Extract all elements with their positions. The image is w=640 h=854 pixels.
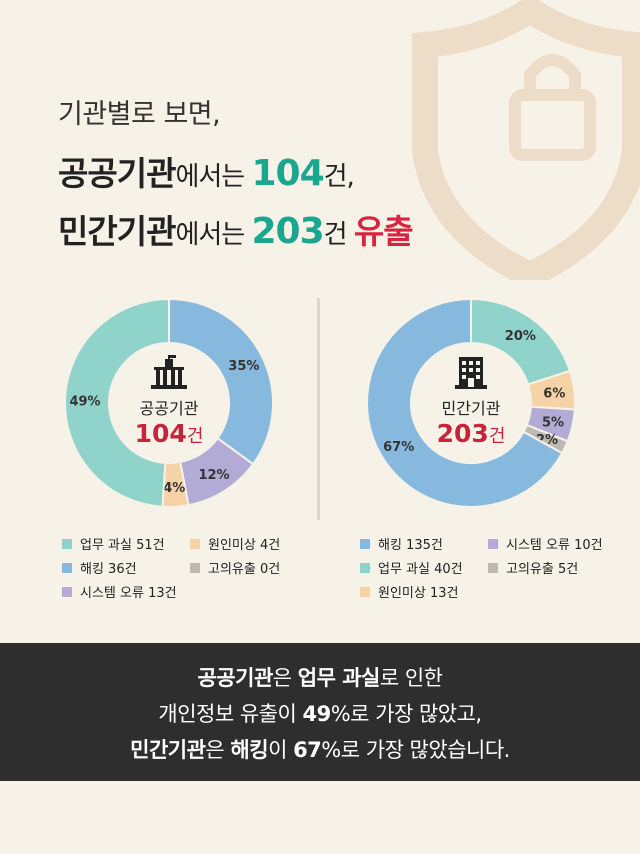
public-legend-label-1: 원인미상 4건 <box>208 538 281 553</box>
private-center-count: 203건 <box>411 419 531 448</box>
headline-private-unit: 건 <box>323 220 354 250</box>
private-legend-label-0: 해킹 135건 <box>378 538 443 553</box>
private-center-label: 민간기관 <box>441 399 501 418</box>
slice-pct-label-1-2: 5% <box>542 415 564 430</box>
headline-private-count: 203 <box>251 211 324 252</box>
legend-swatch <box>360 562 370 573</box>
headline-private-mid: 에서는 <box>175 220 252 250</box>
slice-pct-label-0-3: 49% <box>69 394 100 409</box>
private-legend-label-4: 원인미상 13건 <box>378 586 459 601</box>
banner-work-error: 업무 과실 <box>297 666 381 690</box>
banner-line3: 민간기관은 해킹이 67%로 가장 많았습니다. <box>0 732 640 768</box>
banner-line1: 공공기관은 업무 과실로 인한 <box>0 660 640 696</box>
banner-text: %로 가장 많았고, <box>330 702 482 726</box>
headline-line1: 기관별로 보면, <box>58 99 221 130</box>
public-center-label: 공공기관 <box>139 399 199 418</box>
private-legend-label-2: 업무 과실 40건 <box>378 562 463 577</box>
banner-text: 개인정보 유출이 <box>158 702 303 726</box>
public-legend-item: 원인미상 4건 <box>190 534 280 553</box>
slice-pct-label-0-1: 12% <box>198 468 229 483</box>
private-legend-item: 시스템 오류 10건 <box>488 534 603 553</box>
summary-banner: 공공기관은 업무 과실로 인한 개인정보 유출이 49%로 가장 많았고, 민간… <box>0 643 640 781</box>
banner-text: 이 <box>268 738 294 762</box>
legend-swatch <box>62 538 72 549</box>
chart-divider <box>317 298 320 520</box>
public-legend-item: 시스템 오류 13건 <box>62 582 177 601</box>
legend-swatch <box>360 586 370 597</box>
donut-slice-0-0 <box>168 297 274 466</box>
donut-slice-0-3 <box>64 297 170 508</box>
banner-text: %로 가장 많았습니다. <box>321 738 510 762</box>
donut-charts: 35%12%4%49%20%6%5%2%67% <box>64 297 576 508</box>
shield-lock-watermark-icon <box>412 0 640 280</box>
private-center: 민간기관 203건 <box>411 355 531 448</box>
slice-pct-label-1-4: 67% <box>383 440 414 455</box>
headline-leak-word: 유출 <box>353 212 414 251</box>
public-count-value: 104 <box>134 419 187 448</box>
banner-67: 67 <box>293 738 322 762</box>
public-center-count: 104건 <box>109 419 229 448</box>
donut-hole-0 <box>110 344 228 462</box>
headline-private-label: 민간기관 <box>58 212 176 251</box>
banner-private: 민간기관 <box>130 738 206 762</box>
private-count-unit: 건 <box>488 426 506 447</box>
banner-text: 은 <box>205 738 231 762</box>
public-legend-item: 업무 과실 51건 <box>62 534 165 553</box>
banner-hacking: 해킹 <box>230 738 269 762</box>
legend-swatch <box>62 562 72 573</box>
private-legend-item: 해킹 135건 <box>360 534 443 553</box>
banner-text: 은 <box>272 666 298 690</box>
headline: 기관별로 보면, 공공기관에서는 104건, 민간기관에서는 203건 유출 <box>58 92 414 263</box>
headline-public-count: 104 <box>251 153 324 194</box>
headline-line3: 민간기관에서는 203건 유출 <box>58 205 414 253</box>
donut-slice-1-4 <box>366 297 564 508</box>
private-legend-item: 업무 과실 40건 <box>360 558 463 577</box>
private-legend-item: 고의유출 5건 <box>488 558 578 577</box>
public-legend-label-0: 업무 과실 51건 <box>80 538 165 553</box>
public-center: 공공기관 104건 <box>109 355 229 448</box>
office-building-icon <box>455 357 487 389</box>
legend-swatch <box>62 586 72 597</box>
banner-49: 49 <box>302 702 331 726</box>
legend-swatch <box>360 538 370 549</box>
public-legend-item: 고의유출 0건 <box>190 558 280 577</box>
private-count-value: 203 <box>436 419 489 448</box>
public-legend-label-3: 고의유출 0건 <box>208 562 281 577</box>
headline-public-end: 건, <box>323 162 355 192</box>
donut-hole-1 <box>412 344 530 462</box>
banner-line2: 개인정보 유출이 49%로 가장 많았고, <box>0 696 640 732</box>
headline-line2: 공공기관에서는 104건, <box>58 147 413 195</box>
private-legend-label-3: 고의유출 5건 <box>506 562 579 577</box>
government-building-icon <box>151 355 187 389</box>
slice-pct-label-0-0: 35% <box>228 359 259 374</box>
slice-pct-label-1-0: 20% <box>505 329 536 344</box>
slice-pct-label-0-2: 4% <box>163 481 185 496</box>
public-legend-label-2: 해킹 36건 <box>80 562 137 577</box>
headline-public-mid: 에서는 <box>175 162 252 192</box>
banner-public: 공공기관 <box>197 666 273 690</box>
public-legend-item: 해킹 36건 <box>62 558 137 577</box>
private-legend-item: 원인미상 13건 <box>360 582 458 601</box>
public-count-unit: 건 <box>186 426 204 447</box>
banner-text: 로 인한 <box>379 666 443 690</box>
private-legend-label-1: 시스템 오류 10건 <box>506 538 603 553</box>
legend-swatch <box>190 562 200 573</box>
public-legend-label-4: 시스템 오류 13건 <box>80 586 177 601</box>
headline-public-label: 공공기관 <box>58 154 176 193</box>
legend-swatch <box>488 562 498 573</box>
legend-swatch <box>190 538 200 549</box>
legend-swatch <box>488 538 498 549</box>
slice-pct-label-1-1: 6% <box>543 386 565 401</box>
